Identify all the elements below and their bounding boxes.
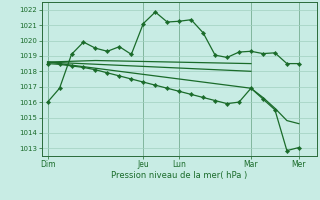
- X-axis label: Pression niveau de la mer( hPa ): Pression niveau de la mer( hPa ): [111, 171, 247, 180]
